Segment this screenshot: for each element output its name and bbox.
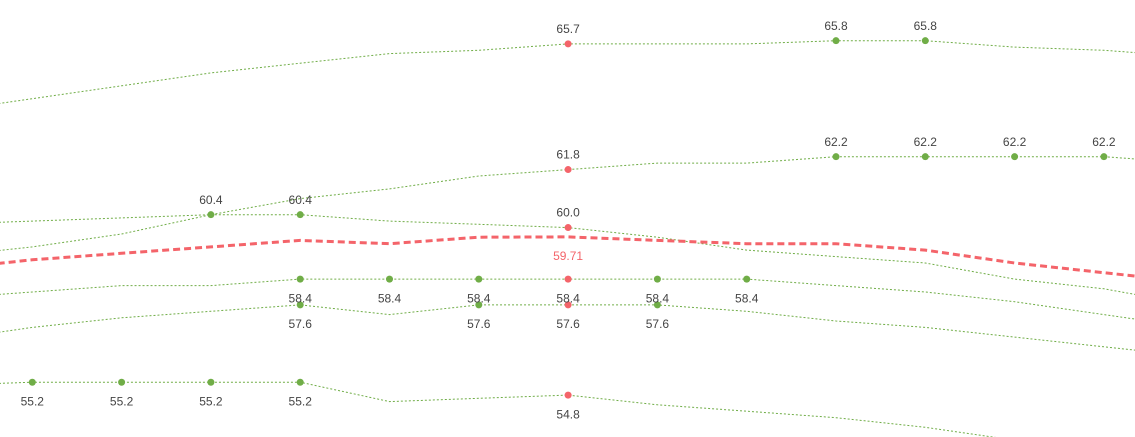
point-marker — [921, 37, 929, 45]
data-label: 57.6 — [556, 317, 580, 331]
point-marker — [564, 391, 572, 399]
data-label: 62.2 — [824, 135, 848, 149]
data-label: 58.4 — [289, 291, 313, 305]
data-label: 62.2 — [914, 135, 938, 149]
point-marker — [564, 301, 572, 309]
point-marker — [28, 378, 36, 386]
point-marker — [207, 378, 215, 386]
average-line — [0, 235, 1135, 278]
data-label: 58.4 — [556, 291, 580, 305]
data-label: 54.8 — [556, 407, 580, 421]
data-label: 61.8 — [556, 148, 580, 162]
data-label: 57.6 — [467, 317, 491, 331]
point-marker — [118, 378, 126, 386]
point-marker — [653, 301, 661, 309]
data-label: 58.4 — [467, 291, 491, 305]
point-marker — [1100, 153, 1108, 161]
point-marker — [564, 166, 572, 174]
data-label: 58.4 — [646, 291, 670, 305]
data-label: 58.4 — [378, 291, 402, 305]
data-label: 59.71 — [553, 249, 583, 263]
data-label: 57.6 — [646, 317, 670, 331]
series-line — [0, 156, 1135, 251]
data-label: 65.8 — [824, 19, 848, 33]
point-marker — [1011, 153, 1019, 161]
data-label: 57.6 — [289, 317, 313, 331]
point-marker — [832, 153, 840, 161]
point-marker — [386, 275, 393, 283]
point-marker — [296, 301, 304, 309]
point-marker — [296, 378, 304, 386]
data-label: 58.4 — [735, 291, 759, 305]
point-marker — [653, 275, 661, 283]
point-marker — [564, 224, 572, 232]
point-marker — [475, 301, 483, 309]
data-label: 55.2 — [199, 394, 223, 408]
point-marker — [743, 275, 751, 283]
point-marker — [296, 275, 304, 283]
point-marker — [296, 211, 304, 219]
point-marker — [564, 275, 572, 283]
data-label: 62.2 — [1003, 135, 1027, 149]
point-marker — [207, 211, 215, 219]
point-marker — [921, 153, 929, 161]
data-label: 65.7 — [556, 22, 580, 36]
data-label: 55.2 — [21, 394, 45, 408]
data-label: 60.0 — [556, 206, 580, 220]
data-label: 62.2 — [1092, 135, 1116, 149]
data-label: 60.4 — [289, 193, 313, 207]
data-label: 55.2 — [110, 394, 134, 408]
series-line — [0, 40, 1135, 104]
point-marker — [564, 40, 572, 48]
series-line — [0, 381, 996, 437]
data-label: 60.4 — [199, 193, 223, 207]
data-label: 55.2 — [289, 394, 313, 408]
point-marker — [475, 275, 483, 283]
point-marker — [832, 37, 840, 45]
data-label: 65.8 — [914, 19, 938, 33]
